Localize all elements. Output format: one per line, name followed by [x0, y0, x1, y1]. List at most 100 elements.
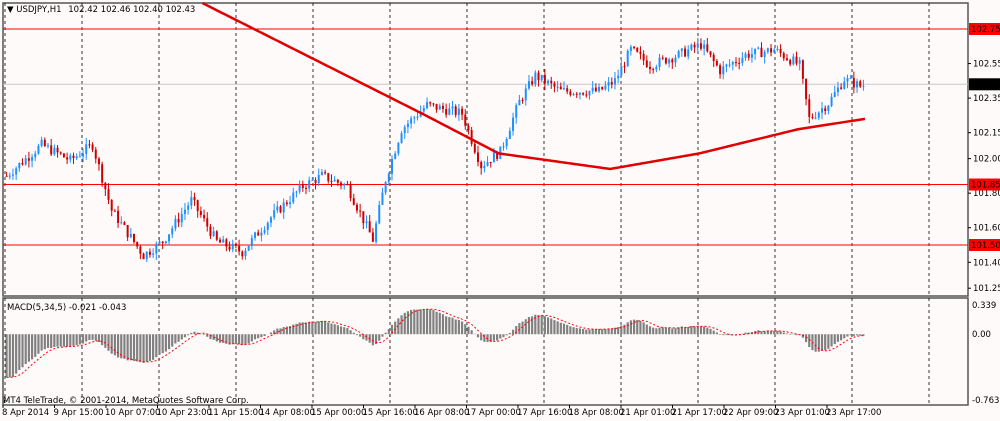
macd-histogram-bar [642, 322, 645, 335]
candle-body [550, 80, 553, 84]
candle-body [451, 106, 454, 109]
macd-histogram-bar [524, 319, 527, 335]
candle-body [276, 206, 279, 211]
dropdown-triangle-icon[interactable]: ▼ [7, 5, 14, 15]
candle-body [477, 152, 479, 163]
candle-body [406, 123, 409, 128]
macd-histogram-bar [429, 309, 432, 335]
macd-histogram-bar [699, 326, 703, 335]
macd-histogram-bar [652, 327, 655, 335]
macd-histogram-bar [378, 334, 381, 341]
macd-histogram-bar [27, 334, 30, 362]
macd-histogram-bar [43, 334, 46, 350]
candle-body [231, 243, 234, 250]
macd-histogram-bar [218, 334, 222, 343]
time-tick-label: 9 Apr 15:00 [54, 408, 104, 418]
candle-body [722, 66, 725, 75]
candle-body [626, 50, 629, 67]
candle-body [78, 156, 81, 158]
macd-histogram-bar [757, 330, 760, 335]
macd-histogram-bar [196, 332, 199, 335]
candle-body [426, 102, 429, 109]
candle-body [652, 69, 655, 71]
candle-body [489, 161, 492, 163]
price-tick-label: 102.35 [973, 94, 1000, 104]
macd-histogram-bar [585, 329, 588, 335]
level-price-label: 101.50 [971, 241, 1000, 251]
macd-tick-label: -0.763 [972, 396, 999, 406]
macd-histogram-bar [766, 330, 769, 335]
candle-body [190, 197, 193, 206]
macd-histogram-bar [295, 323, 298, 335]
macd-histogram-bar [276, 328, 279, 335]
macd-histogram-bar [546, 317, 550, 335]
macd-histogram-bar [827, 334, 830, 349]
macd-histogram-bar [613, 327, 617, 335]
candle-body [709, 51, 712, 55]
candle-body [505, 138, 508, 147]
candle-body [833, 92, 836, 97]
level-price-label: 101.85 [971, 181, 1000, 191]
candle-body [320, 172, 323, 175]
macd-histogram-bar [492, 334, 496, 341]
candle-body [254, 232, 257, 238]
macd-histogram-bar [231, 334, 234, 345]
macd-histogram-bar [808, 334, 811, 348]
macd-histogram-bar [406, 311, 410, 335]
macd-histogram-bar [795, 334, 798, 336]
candle-body [15, 168, 18, 175]
macd-histogram-bar [655, 328, 658, 335]
macd-histogram-bar [234, 334, 238, 344]
macd-histogram-bar [416, 309, 419, 335]
time-tick-label: 8 Apr 2014 [2, 408, 49, 418]
candle-body [859, 81, 862, 87]
macd-histogram-bar [104, 334, 107, 348]
macd-histogram-bar [715, 332, 718, 335]
candle-body [773, 49, 776, 53]
candle-body [658, 57, 661, 67]
candle-body [464, 114, 467, 126]
macd-histogram-bar [626, 322, 629, 335]
macd-histogram-bar [390, 324, 394, 335]
candle-body [91, 144, 94, 150]
candle-body [34, 153, 37, 158]
candle-body [371, 232, 374, 242]
macd-histogram-bar [527, 317, 531, 335]
candle-body [158, 241, 161, 244]
candle-body [375, 223, 378, 242]
candle-body [591, 87, 594, 92]
macd-histogram-bar [597, 328, 601, 335]
macd-histogram-bar [53, 334, 56, 348]
candle-body [343, 184, 346, 186]
candle-body [684, 48, 687, 57]
macd-histogram-bar [470, 330, 473, 335]
candle-body [582, 92, 585, 95]
candle-body [206, 218, 209, 227]
candle-body [633, 46, 636, 48]
candle-body [569, 91, 572, 95]
macd-histogram-bar [62, 334, 66, 347]
macd-histogram-bar [241, 334, 244, 346]
macd-histogram-bar [718, 334, 722, 335]
candle-body [126, 224, 129, 238]
candle-body [113, 210, 116, 212]
candle-body [387, 173, 390, 182]
candle-body [747, 53, 750, 58]
candle-body [228, 246, 231, 250]
candle-body [457, 108, 460, 115]
macd-histogram-bar [215, 334, 218, 342]
macd-histogram-bar [575, 328, 578, 335]
candle-body [50, 145, 53, 155]
candle-body [808, 99, 811, 117]
candle-body [629, 46, 632, 51]
candle-body [24, 158, 27, 165]
macd-histogram-bar [550, 318, 553, 335]
time-tick-label: 21 Apr 01:00 [620, 408, 675, 418]
macd-histogram-bar [132, 334, 136, 361]
time-tick-label: 10 Apr 07:00 [105, 408, 160, 418]
macd-histogram-bar [212, 334, 215, 340]
macd-histogram-bar [403, 312, 406, 335]
candle-body [120, 222, 123, 224]
candle-body [394, 153, 397, 159]
